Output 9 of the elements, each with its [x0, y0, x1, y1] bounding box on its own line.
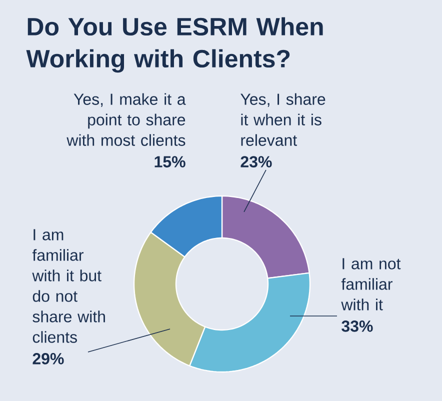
data-label: 33%: [342, 320, 373, 332]
data-label: 15%: [154, 156, 186, 168]
slice-label: Yes, I share it when it is relevant: [240, 93, 326, 146]
data-label: 29%: [32, 353, 64, 364]
chart-title: Do You Use ESRM When Working with Clients?: [26, 17, 323, 73]
slice-label: Yes, I make it a point to share with most clients: [66, 93, 186, 146]
slice-label: I am familiar with it but do not share with clients: [32, 229, 105, 343]
data-label: 23%: [240, 156, 272, 168]
slice-label: I am not familiar with it: [341, 258, 401, 310]
